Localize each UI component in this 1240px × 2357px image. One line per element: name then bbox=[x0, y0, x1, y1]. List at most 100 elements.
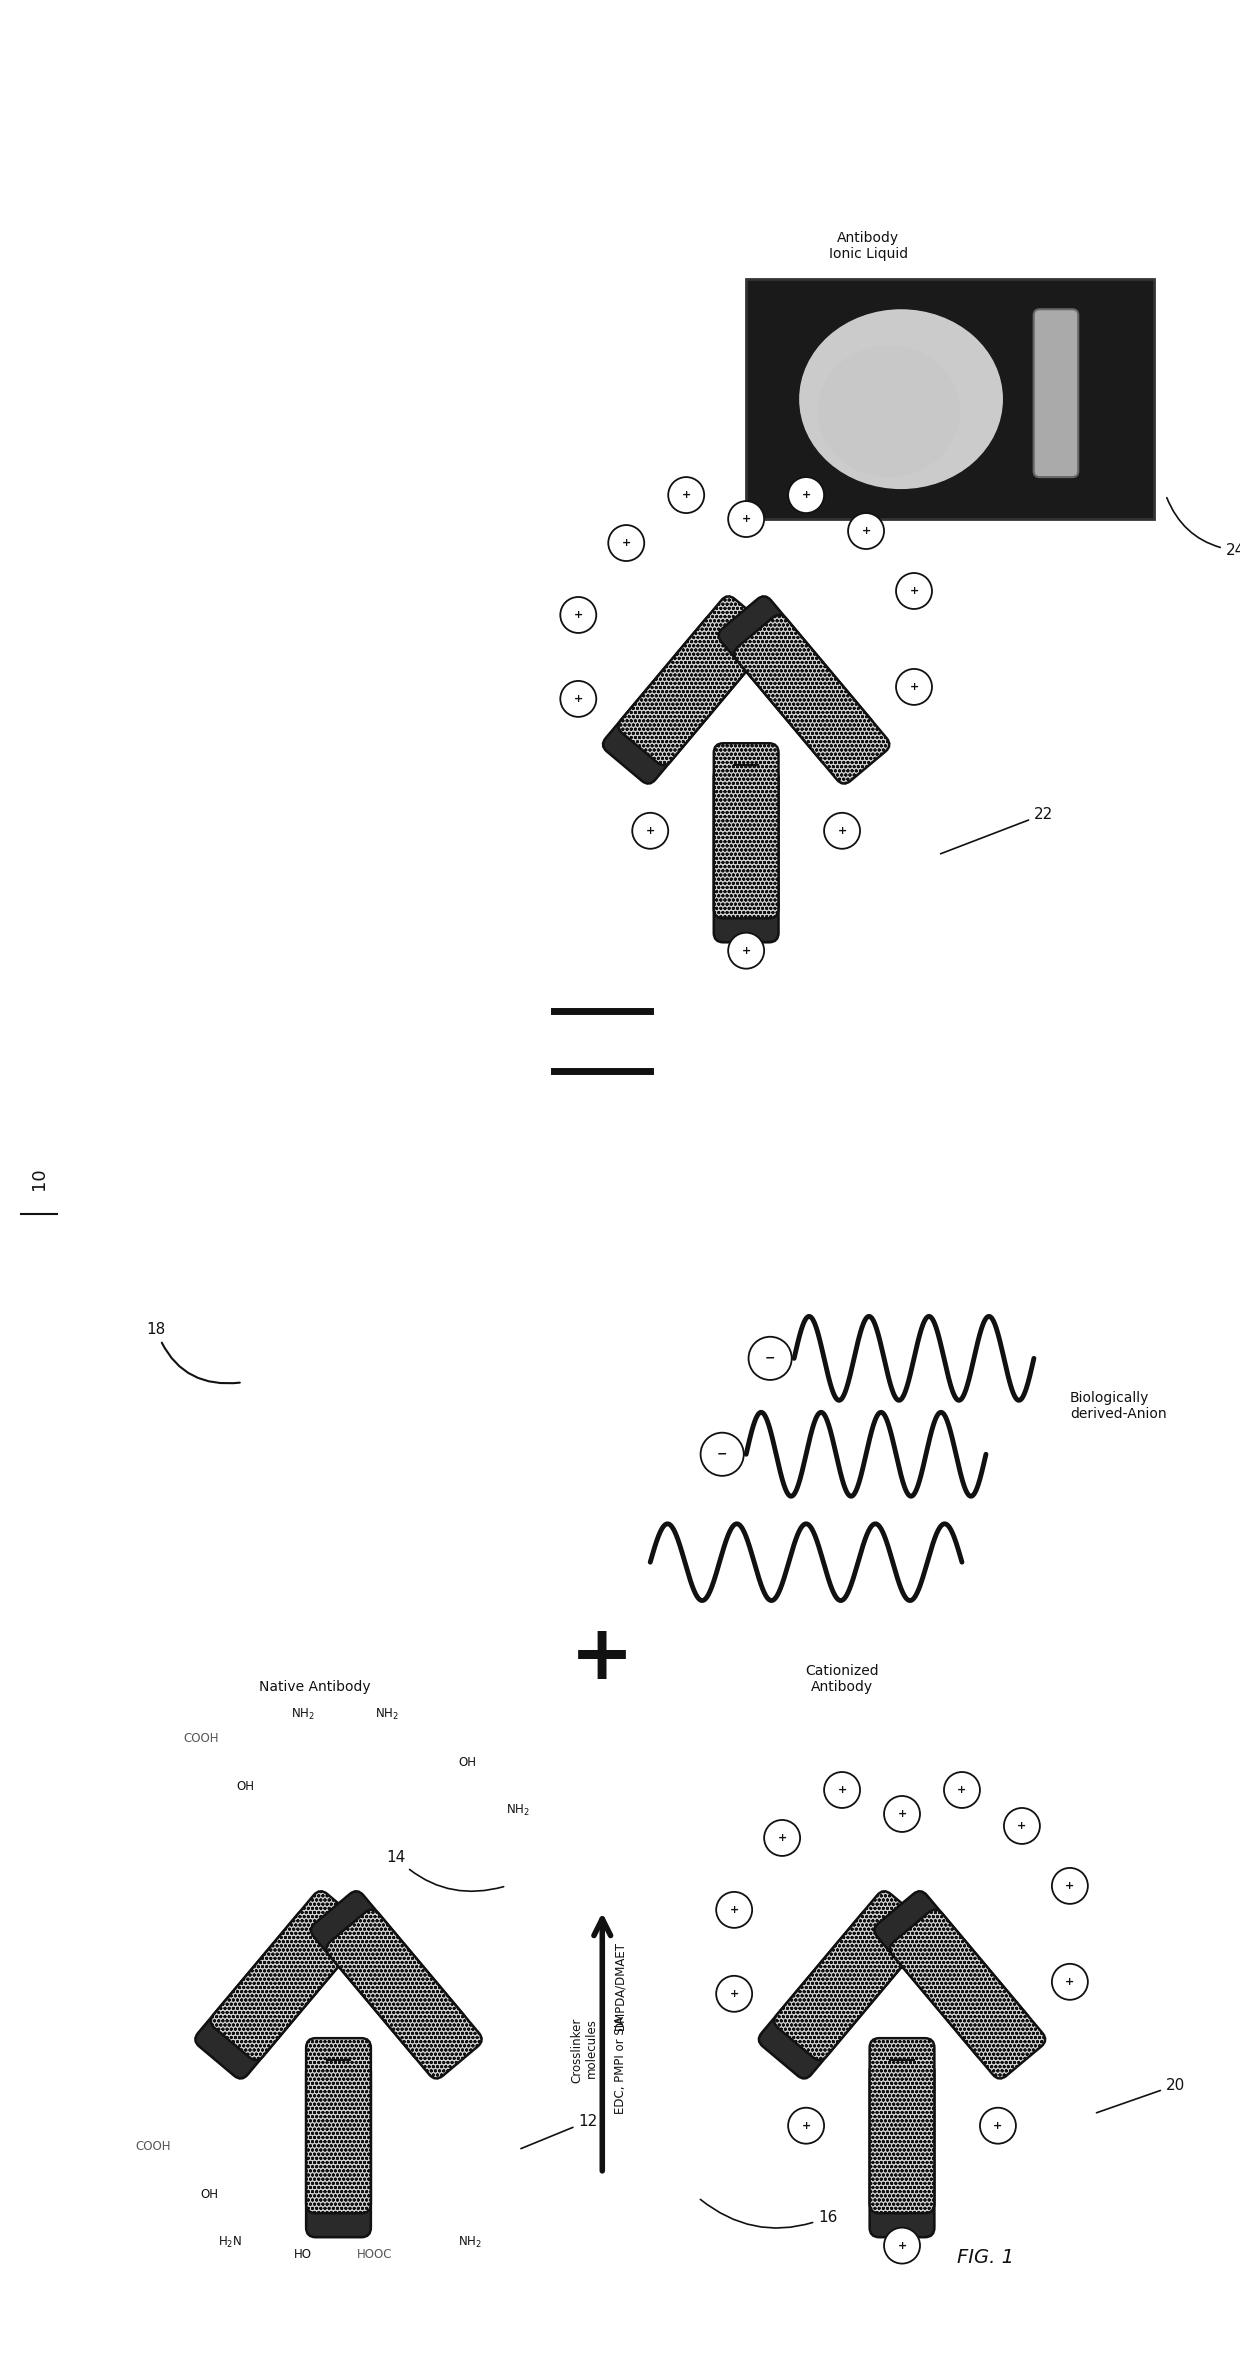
Circle shape bbox=[897, 573, 932, 608]
Text: +: + bbox=[1065, 1881, 1075, 1890]
Circle shape bbox=[884, 2227, 920, 2263]
Text: +: + bbox=[957, 1784, 967, 1796]
Text: +: + bbox=[646, 825, 655, 837]
FancyBboxPatch shape bbox=[714, 768, 779, 943]
Text: NH$_2$: NH$_2$ bbox=[374, 1706, 398, 1723]
FancyBboxPatch shape bbox=[869, 2062, 935, 2237]
Circle shape bbox=[728, 502, 764, 537]
Text: +: + bbox=[621, 537, 631, 549]
Text: Antibody
Ionic Liquid: Antibody Ionic Liquid bbox=[828, 231, 908, 262]
FancyBboxPatch shape bbox=[1034, 309, 1079, 476]
Circle shape bbox=[701, 1433, 744, 1475]
Circle shape bbox=[749, 1336, 791, 1379]
Text: +: + bbox=[801, 2121, 811, 2131]
Text: +: + bbox=[898, 2242, 906, 2251]
Circle shape bbox=[764, 1820, 800, 1855]
Text: +: + bbox=[742, 945, 750, 955]
Text: 16: 16 bbox=[701, 2199, 837, 2227]
Text: Native Antibody: Native Antibody bbox=[259, 1681, 371, 1695]
FancyBboxPatch shape bbox=[311, 1890, 466, 2060]
Circle shape bbox=[825, 1772, 861, 1808]
Text: EDC, PMPI or SIA: EDC, PMPI or SIA bbox=[614, 2015, 626, 2114]
Text: −: − bbox=[717, 1447, 728, 1461]
FancyBboxPatch shape bbox=[774, 1890, 930, 2060]
FancyBboxPatch shape bbox=[603, 615, 759, 783]
Text: 20: 20 bbox=[1096, 2079, 1185, 2112]
Circle shape bbox=[789, 2107, 825, 2143]
Text: OH: OH bbox=[459, 1756, 476, 1770]
FancyBboxPatch shape bbox=[714, 742, 779, 919]
Text: OH: OH bbox=[201, 2187, 218, 2201]
Text: 22: 22 bbox=[941, 806, 1053, 853]
Circle shape bbox=[944, 1772, 980, 1808]
Circle shape bbox=[560, 681, 596, 717]
Circle shape bbox=[789, 476, 825, 514]
Text: +: + bbox=[777, 1834, 786, 1843]
Text: OH: OH bbox=[237, 1780, 254, 1794]
FancyBboxPatch shape bbox=[306, 2039, 371, 2213]
Circle shape bbox=[632, 813, 668, 849]
Text: +: + bbox=[574, 610, 583, 620]
Text: HO: HO bbox=[294, 2249, 311, 2260]
Text: H$_2$N: H$_2$N bbox=[218, 2234, 243, 2249]
FancyBboxPatch shape bbox=[619, 596, 774, 766]
Text: +: + bbox=[909, 681, 919, 693]
Circle shape bbox=[717, 1893, 753, 1928]
Text: +: + bbox=[993, 2121, 1003, 2131]
Circle shape bbox=[884, 1796, 920, 1831]
Text: Crosslinker
molecules: Crosslinker molecules bbox=[570, 2018, 598, 2084]
Circle shape bbox=[609, 526, 645, 561]
FancyBboxPatch shape bbox=[306, 2062, 371, 2237]
FancyBboxPatch shape bbox=[195, 1909, 351, 2079]
Text: +: + bbox=[574, 693, 583, 705]
Circle shape bbox=[848, 514, 884, 549]
Circle shape bbox=[825, 813, 861, 849]
FancyBboxPatch shape bbox=[890, 1909, 1045, 2079]
Circle shape bbox=[1004, 1808, 1040, 1843]
FancyBboxPatch shape bbox=[869, 2039, 935, 2213]
Text: +: + bbox=[570, 1622, 635, 1695]
FancyBboxPatch shape bbox=[326, 1909, 481, 2079]
Text: +: + bbox=[682, 490, 691, 500]
Text: NH$_2$: NH$_2$ bbox=[459, 2234, 482, 2249]
Text: 18: 18 bbox=[146, 1322, 239, 1384]
Text: NH$_2$: NH$_2$ bbox=[506, 1803, 531, 1817]
Text: 12: 12 bbox=[521, 2114, 598, 2150]
Text: −: − bbox=[765, 1353, 775, 1365]
FancyBboxPatch shape bbox=[746, 278, 1153, 519]
Text: 10: 10 bbox=[30, 1167, 48, 1190]
Circle shape bbox=[1052, 1867, 1087, 1904]
Text: Biologically
derived-Anion: Biologically derived-Anion bbox=[1070, 1391, 1167, 1421]
FancyBboxPatch shape bbox=[211, 1890, 366, 2060]
Text: +: + bbox=[837, 1784, 847, 1796]
Circle shape bbox=[980, 2107, 1016, 2143]
Text: +: + bbox=[837, 825, 847, 837]
FancyBboxPatch shape bbox=[734, 615, 889, 783]
Text: +: + bbox=[1065, 1978, 1075, 1987]
Text: HOOC: HOOC bbox=[357, 2249, 392, 2260]
FancyBboxPatch shape bbox=[718, 596, 874, 766]
Circle shape bbox=[668, 476, 704, 514]
Text: +: + bbox=[742, 514, 750, 523]
Ellipse shape bbox=[799, 309, 1003, 490]
FancyBboxPatch shape bbox=[759, 1909, 914, 2079]
Text: +: + bbox=[729, 1989, 739, 1999]
FancyBboxPatch shape bbox=[874, 1890, 1030, 2060]
Text: +: + bbox=[909, 587, 919, 596]
Text: FIG. 1: FIG. 1 bbox=[957, 2249, 1014, 2267]
Circle shape bbox=[560, 596, 596, 634]
Text: Cationized
Antibody: Cationized Antibody bbox=[805, 1664, 879, 1695]
Ellipse shape bbox=[817, 344, 960, 476]
Text: +: + bbox=[1017, 1822, 1027, 1831]
Text: 24: 24 bbox=[1167, 497, 1240, 559]
Text: +: + bbox=[729, 1904, 739, 1914]
Text: COOH: COOH bbox=[184, 1732, 218, 1744]
Text: DMPDA/DMAET: DMPDA/DMAET bbox=[614, 1940, 626, 2029]
Text: +: + bbox=[898, 1808, 906, 1820]
Circle shape bbox=[1052, 1963, 1087, 1999]
Text: +: + bbox=[862, 526, 870, 535]
Text: 14: 14 bbox=[387, 1850, 503, 1890]
Text: +: + bbox=[801, 490, 811, 500]
Circle shape bbox=[717, 1975, 753, 2013]
Circle shape bbox=[728, 933, 764, 969]
